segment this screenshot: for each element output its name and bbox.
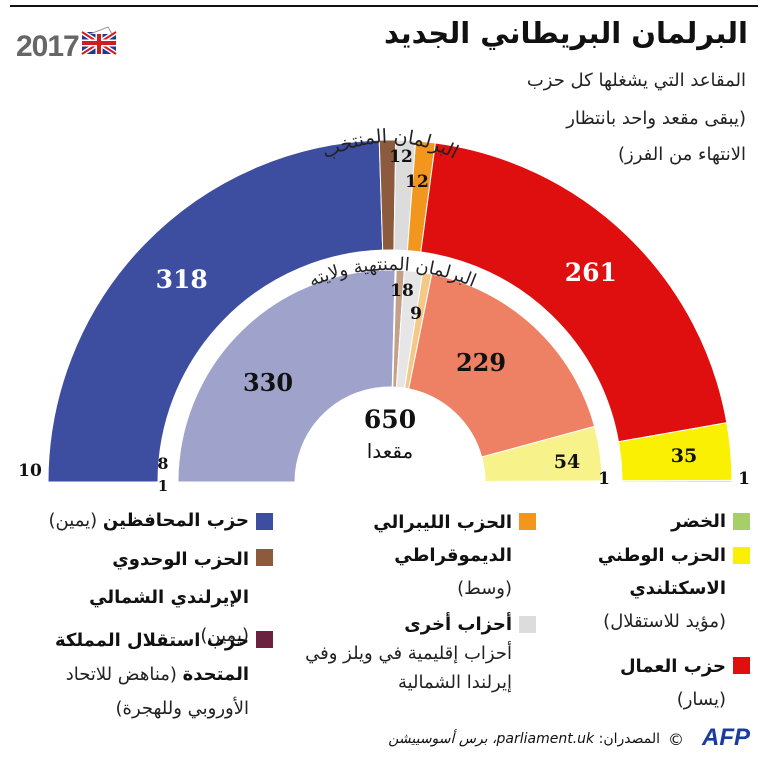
legend-libdem-desc: (وسط): [457, 578, 512, 599]
top-rule: [10, 5, 758, 7]
legend-snp-desc: (مؤيد للاستقلال): [603, 611, 726, 632]
outgoing-labour-value-label: 229: [456, 348, 506, 377]
elected-labour-segment: [420, 142, 728, 443]
sources-label: المصدران:: [598, 731, 660, 747]
year-label: 2017: [16, 30, 80, 63]
legend-other-name: أحزاب أخرى: [404, 614, 512, 635]
union-flag-envelope-icon: [80, 26, 118, 56]
legend-swatch-ukip: [256, 631, 273, 648]
outgoing-labour-segment: [408, 273, 596, 458]
afp-logo: AFP: [702, 724, 750, 751]
legend-labour-name: حزب العمال: [619, 656, 726, 677]
outgoing-green-value-label: 1: [598, 469, 610, 489]
copyright-symbol: ©: [668, 730, 684, 749]
legend-green-name: الخضر: [671, 511, 726, 532]
legend-swatch-snp: [733, 547, 750, 564]
legend-other-desc: أحزاب إقليمية في ويلز وفي إيرلندا الشمال…: [305, 643, 512, 693]
subtitle-line-2: (يبقى مقعد واحد بانتظار: [566, 108, 746, 129]
subtitle-line-3: الانتهاء من الفرز): [618, 144, 746, 165]
elected-labour-value-label: 261: [565, 258, 617, 287]
elected-green-segment: [621, 479, 733, 483]
elected-green-value-label: 1: [738, 469, 750, 489]
sources-line: المصدران: parliament.uk، برس أسوسييشن: [388, 731, 660, 747]
legend-labour: حزب العمال (يسار): [556, 650, 726, 716]
legend-snp-name: الحزب الوطني الاسكتلندي: [597, 545, 726, 599]
legend-dup-desc: (يمين): [200, 625, 249, 646]
legend-dup: الحزب الوحدوي الإيرلندي الشمالي (يمين): [39, 541, 249, 655]
legend-conservative-name: حزب المحافظين: [102, 510, 249, 531]
total-seats-unit: مقعدا: [367, 439, 414, 463]
outgoing-conservative-value-label: 330: [243, 368, 293, 397]
sources-text: parliament.uk، برس أسوسييشن: [388, 731, 595, 747]
legend-libdem-name: الحزب الليبرالي الديموقراطي: [373, 512, 512, 566]
elected-conservative-segment: [47, 139, 384, 483]
elected-snp-value-label: 35: [671, 445, 697, 467]
subtitle-line-1: المقاعد التي يشغلها كل حزب: [526, 70, 746, 91]
legend-swatch-other: [519, 616, 536, 633]
outgoing-green-segment: [484, 480, 603, 483]
outgoing-conservative-segment: [177, 269, 396, 483]
outgoing-libdem-value-label: 9: [410, 304, 422, 324]
legend-green: الخضر: [576, 507, 726, 537]
legend-swatch-conservative: [256, 513, 273, 530]
legend-labour-desc: (يسار): [676, 689, 726, 710]
total-seats: 650: [364, 405, 416, 434]
legend-ukip-name: حزب استقلال المملكة المتحدة: [54, 630, 249, 685]
legend-swatch-libdem: [519, 513, 536, 530]
elected-other-value-label: 12: [389, 147, 413, 167]
elected-dup-value-label: 10: [18, 461, 42, 481]
legend-ukip: حزب استقلال المملكة المتحدة (مناهض للاتح…: [14, 624, 249, 726]
page-title: البرلمان البريطاني الجديد: [384, 16, 748, 50]
outgoing-other-value-label: 18: [390, 281, 414, 301]
legend-swatch-dup: [256, 549, 273, 566]
legend-swatch-labour: [733, 657, 750, 674]
outgoing-dup-value-label: 8: [157, 454, 168, 473]
legend-ukip-desc: (مناهض للاتحاد الأوروبي وللهجرة): [65, 664, 249, 719]
legend-other: أحزاب أخرى أحزاب إقليمية في ويلز وفي إير…: [302, 610, 512, 697]
legend-libdem: الحزب الليبرالي الديموقراطي (وسط): [362, 506, 512, 605]
legend-conservative-desc: (يمين): [48, 510, 98, 531]
elected-conservative-value-label: 318: [156, 265, 208, 294]
elected-libdem-value-label: 12: [405, 172, 429, 192]
outgoing-snp-value-label: 54: [554, 451, 580, 473]
legend-swatch-green: [733, 513, 750, 530]
legend-dup-name: الحزب الوحدوي الإيرلندي الشمالي: [89, 549, 249, 608]
legend-conservative: حزب المحافظين (يمين): [9, 506, 249, 536]
outgoing-ukip-value-label: 1: [158, 477, 168, 495]
legend-snp: الحزب الوطني الاسكتلندي (مؤيد للاستقلال): [556, 539, 726, 638]
